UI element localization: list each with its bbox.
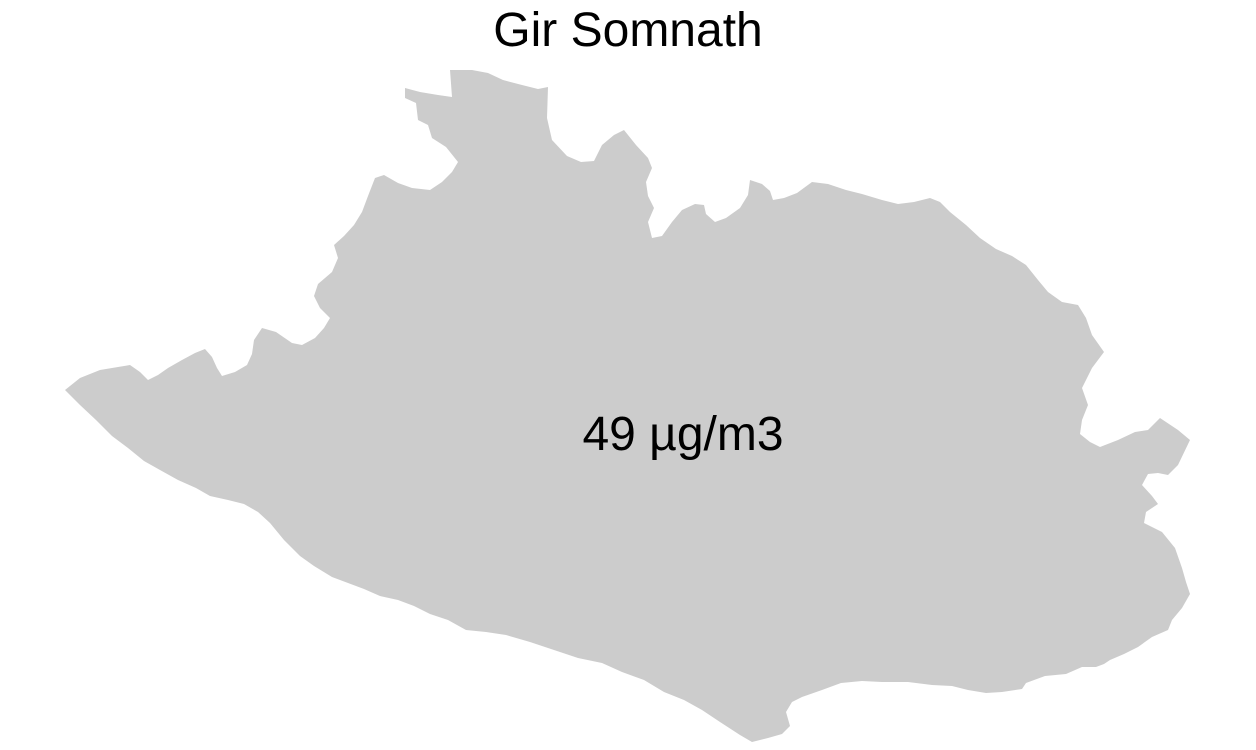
district-region-gir-somnath	[65, 70, 1190, 742]
pollution-value-label: 49 µg/m3	[582, 408, 784, 461]
map-title: Gir Somnath	[493, 4, 763, 57]
